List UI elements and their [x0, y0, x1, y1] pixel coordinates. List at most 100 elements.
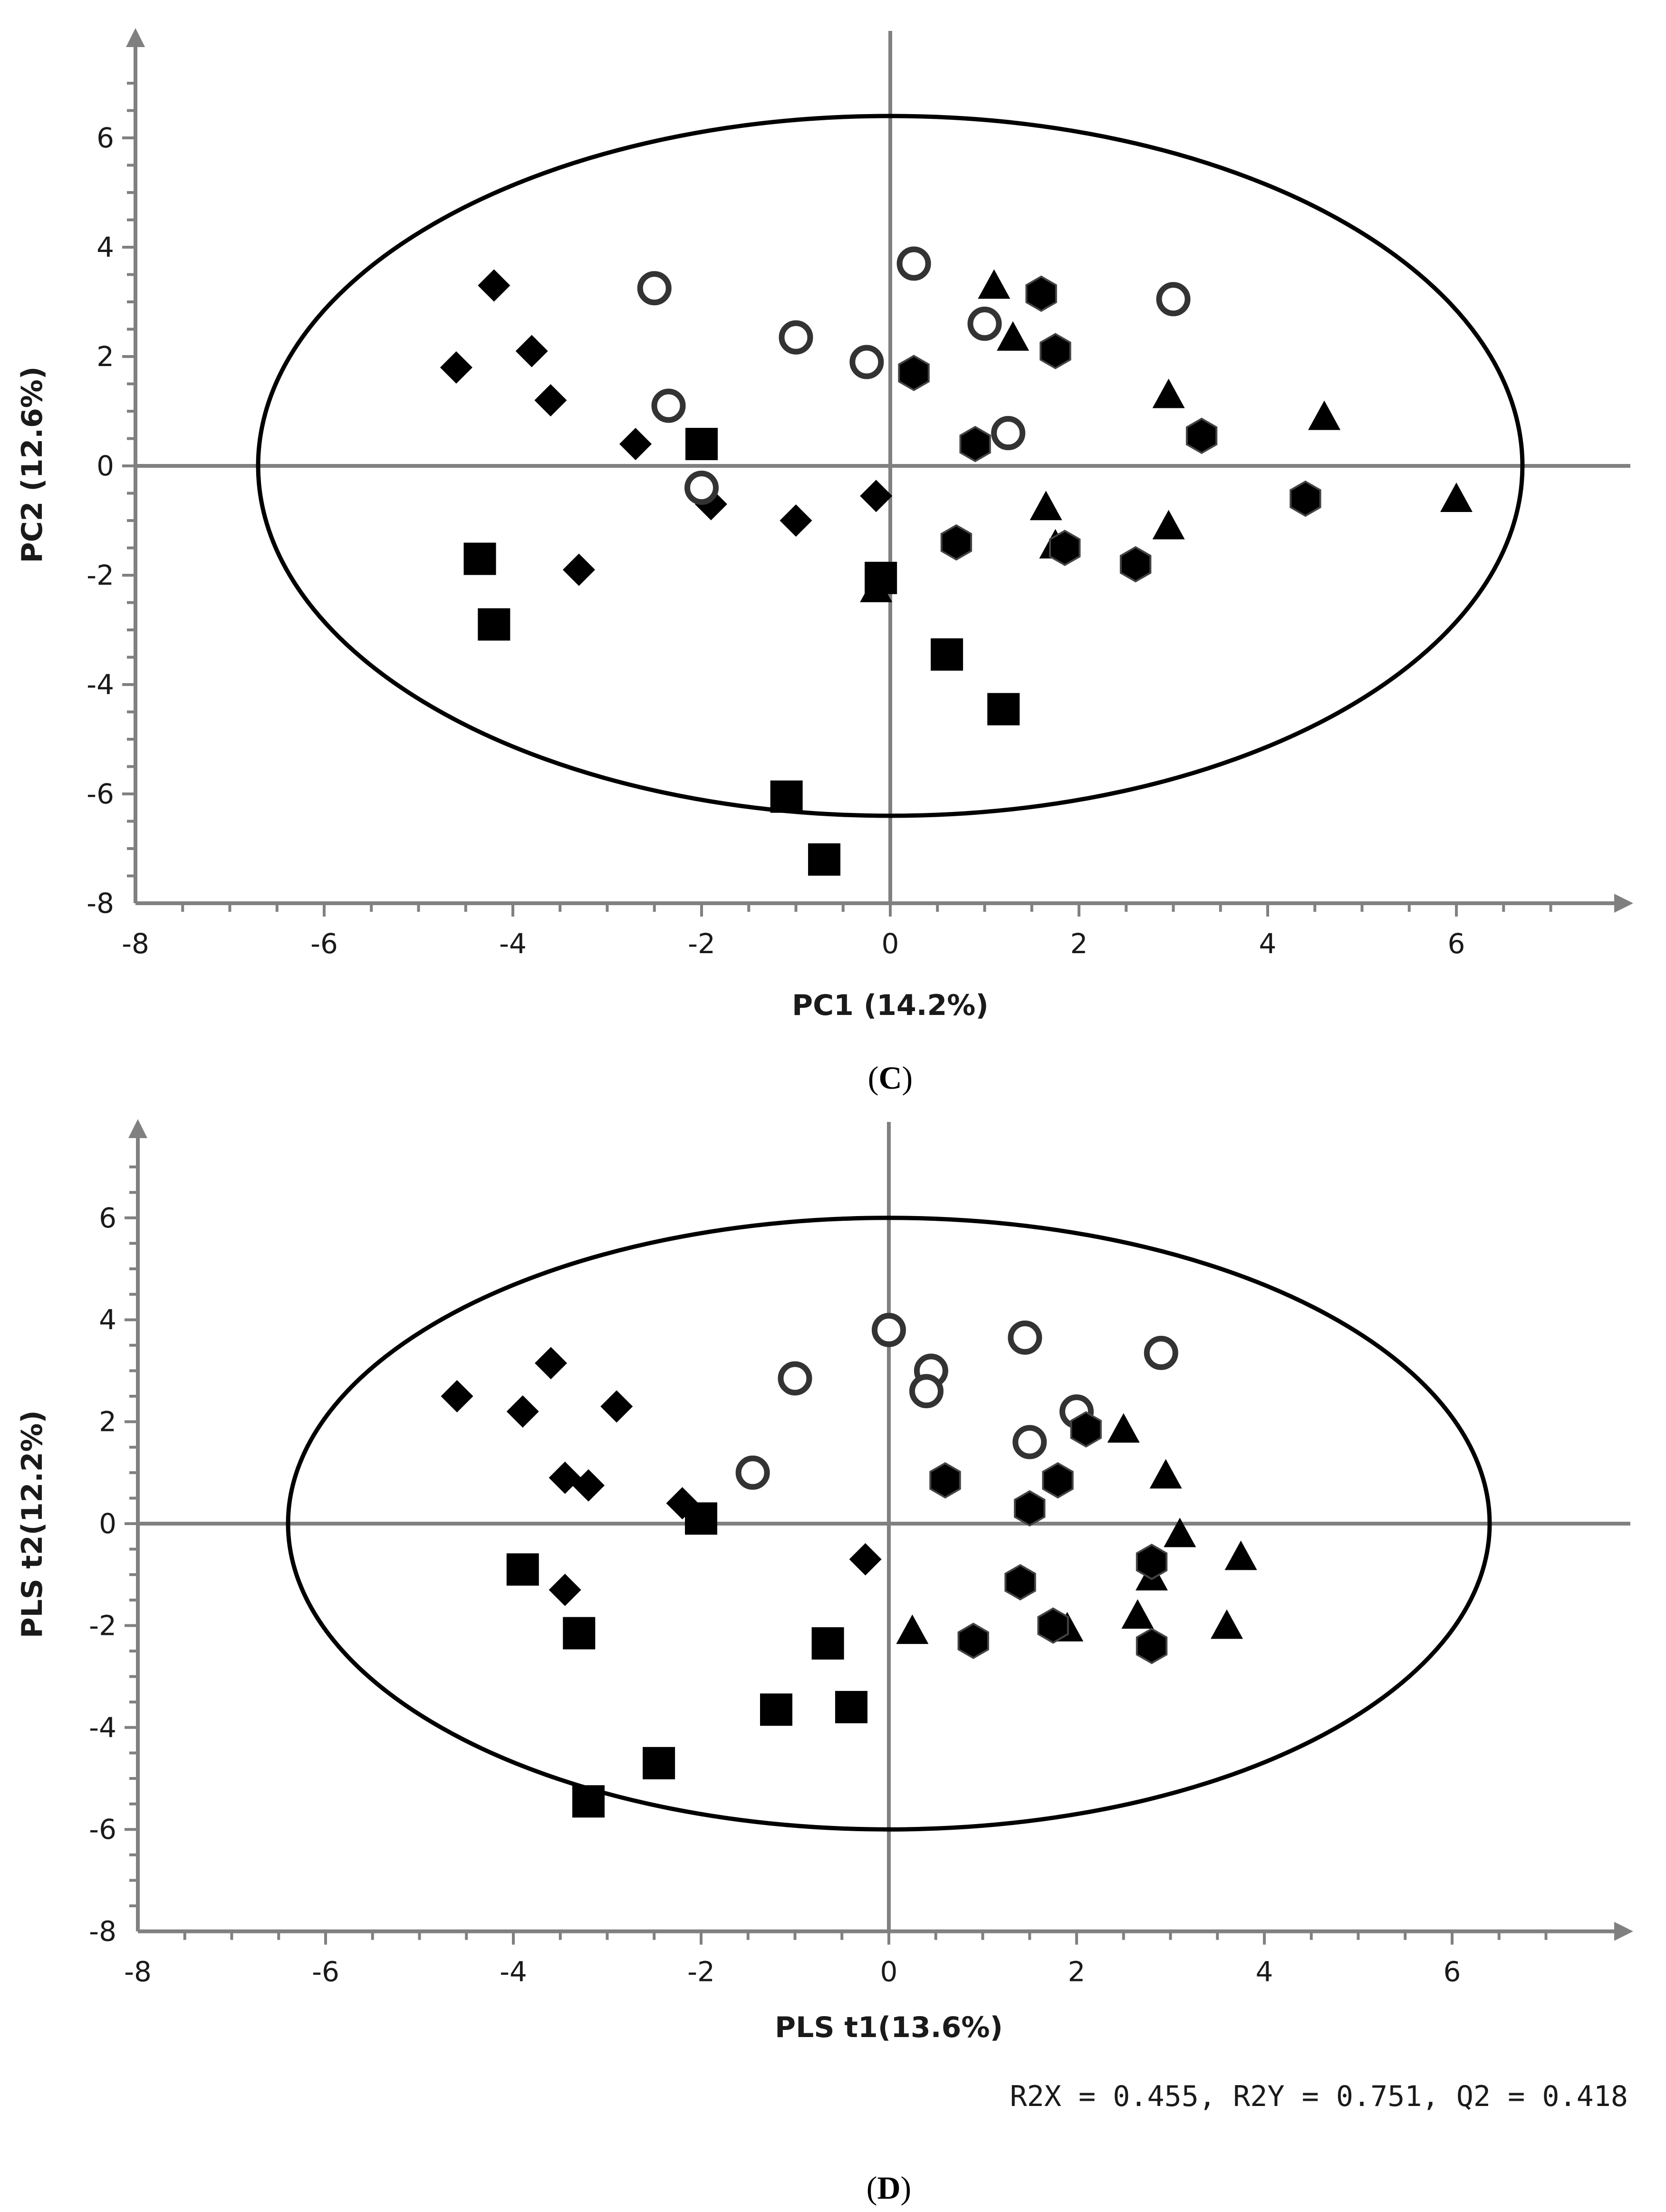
panel-d: -8 -6 -4 -2 0 2 4 6 -8 -6 -4 -2 0 2 4 6 PLS t1(13.6%) PLS… [16, 1119, 1633, 2206]
y-tick-label: 0 [99, 1507, 116, 1540]
point-circle [896, 246, 931, 281]
x-tick-label: -8 [122, 927, 149, 960]
x-tick-label: -4 [500, 1956, 527, 1988]
point-diamond [849, 1543, 882, 1576]
x-tick-label: 2 [1068, 1956, 1086, 1988]
point-hexagon [1014, 1490, 1046, 1527]
point-diamond [549, 1574, 581, 1606]
point-diamond [478, 269, 510, 302]
point-square [478, 608, 510, 641]
y-tick-label: -4 [89, 1711, 116, 1744]
point-square [572, 1785, 605, 1818]
y-tick-label: -6 [89, 1813, 116, 1845]
panel-label: (D) [867, 2170, 911, 2206]
point-triangle [1164, 1517, 1196, 1547]
point-diamond [515, 335, 548, 367]
y-tick-label: 6 [99, 1202, 116, 1234]
point-circle [779, 320, 813, 355]
point-circle [967, 307, 1002, 341]
point-diamond [600, 1390, 633, 1423]
point-hexagon [1037, 1607, 1069, 1644]
point-circle [1144, 1335, 1178, 1370]
point-triangle [1121, 1599, 1154, 1629]
y-tick-label: 2 [96, 340, 114, 373]
point-hexagon [957, 1623, 989, 1659]
point-diamond [440, 351, 472, 384]
x-tick-label: 4 [1259, 927, 1277, 960]
point-square [563, 1617, 596, 1650]
x-axis-title: PLS t1(13.6%) [775, 2011, 1003, 2044]
confidence-ellipse [256, 114, 1525, 818]
y-axis-title: PC2 (12.6%) [16, 367, 49, 563]
x-tick-label: -2 [687, 1956, 715, 1988]
point-circle [684, 471, 719, 505]
point-square [506, 1553, 539, 1586]
point-triangle [1211, 1609, 1243, 1639]
x-tick-label: -6 [312, 1956, 339, 1988]
point-triangle [1224, 1540, 1257, 1570]
x-tick-label: -4 [499, 927, 527, 960]
y-tick-label: 6 [96, 122, 114, 154]
point-diamond [562, 553, 595, 586]
x-tick-label: 4 [1256, 1956, 1273, 1988]
point-triangle [997, 321, 1030, 351]
point-hexagon [1185, 417, 1218, 454]
point-hexagon [1025, 275, 1057, 312]
point-hexagon [1070, 1411, 1102, 1448]
point-circle [1156, 282, 1191, 317]
point-diamond [506, 1395, 539, 1428]
point-triangle [1152, 378, 1185, 408]
point-hexagon [1119, 546, 1152, 583]
point-square [760, 1693, 792, 1726]
point-circle [637, 271, 672, 306]
point-square [835, 1690, 867, 1723]
point-square [808, 843, 841, 876]
point-hexagon [1040, 333, 1071, 369]
y-tick-label: 0 [96, 450, 114, 482]
point-triangle [1440, 483, 1473, 512]
point-circle [735, 1455, 770, 1490]
y-tick-label: -6 [87, 778, 114, 810]
point-hexagon [1042, 1462, 1074, 1499]
point-hexagon [959, 425, 991, 463]
x-tick-label: 6 [1444, 1956, 1461, 1988]
point-diamond [860, 480, 893, 512]
point-diamond [535, 1347, 567, 1380]
x-tick-label: 0 [880, 1956, 898, 1988]
y-axis-title: PLS t2(12.2%) [16, 1410, 49, 1638]
point-diamond [619, 428, 652, 460]
point-triangle [1152, 510, 1185, 540]
point-triangle [1308, 400, 1341, 430]
y-tick-label: -2 [87, 559, 114, 591]
point-circle [1012, 1425, 1047, 1459]
y-tick-label: -8 [89, 1915, 116, 1948]
point-diamond [572, 1469, 605, 1502]
y-tick-label: -2 [89, 1609, 116, 1642]
point-hexagon [940, 524, 973, 561]
point-square [643, 1747, 675, 1779]
point-hexagon [1290, 480, 1321, 517]
point-diamond [441, 1380, 473, 1412]
x-tick-label: 0 [882, 927, 899, 960]
point-diamond [534, 384, 567, 416]
panel-label: (C) [868, 1060, 913, 1096]
y-tick-label: 2 [99, 1406, 116, 1438]
point-square [685, 1502, 717, 1535]
point-square [685, 428, 718, 460]
point-hexagon [1136, 1544, 1168, 1580]
point-hexagon [1004, 1564, 1036, 1601]
point-square [463, 542, 496, 575]
model-stats: R2X = 0.455, R2Y = 0.751, Q2 = 0.418 [1010, 2080, 1628, 2113]
point-circle [909, 1374, 944, 1409]
x-tick-label: -8 [124, 1956, 152, 1988]
x-axis-title: PC1 (14.2%) [792, 989, 989, 1022]
point-hexagon [929, 1462, 961, 1499]
point-triangle [896, 1614, 929, 1644]
point-circle [849, 345, 884, 379]
x-tick-label: 6 [1448, 927, 1465, 960]
point-hexagon [1136, 1627, 1168, 1664]
x-tick-label: -2 [688, 927, 715, 960]
point-hexagon [898, 355, 930, 391]
point-diamond [780, 504, 812, 537]
